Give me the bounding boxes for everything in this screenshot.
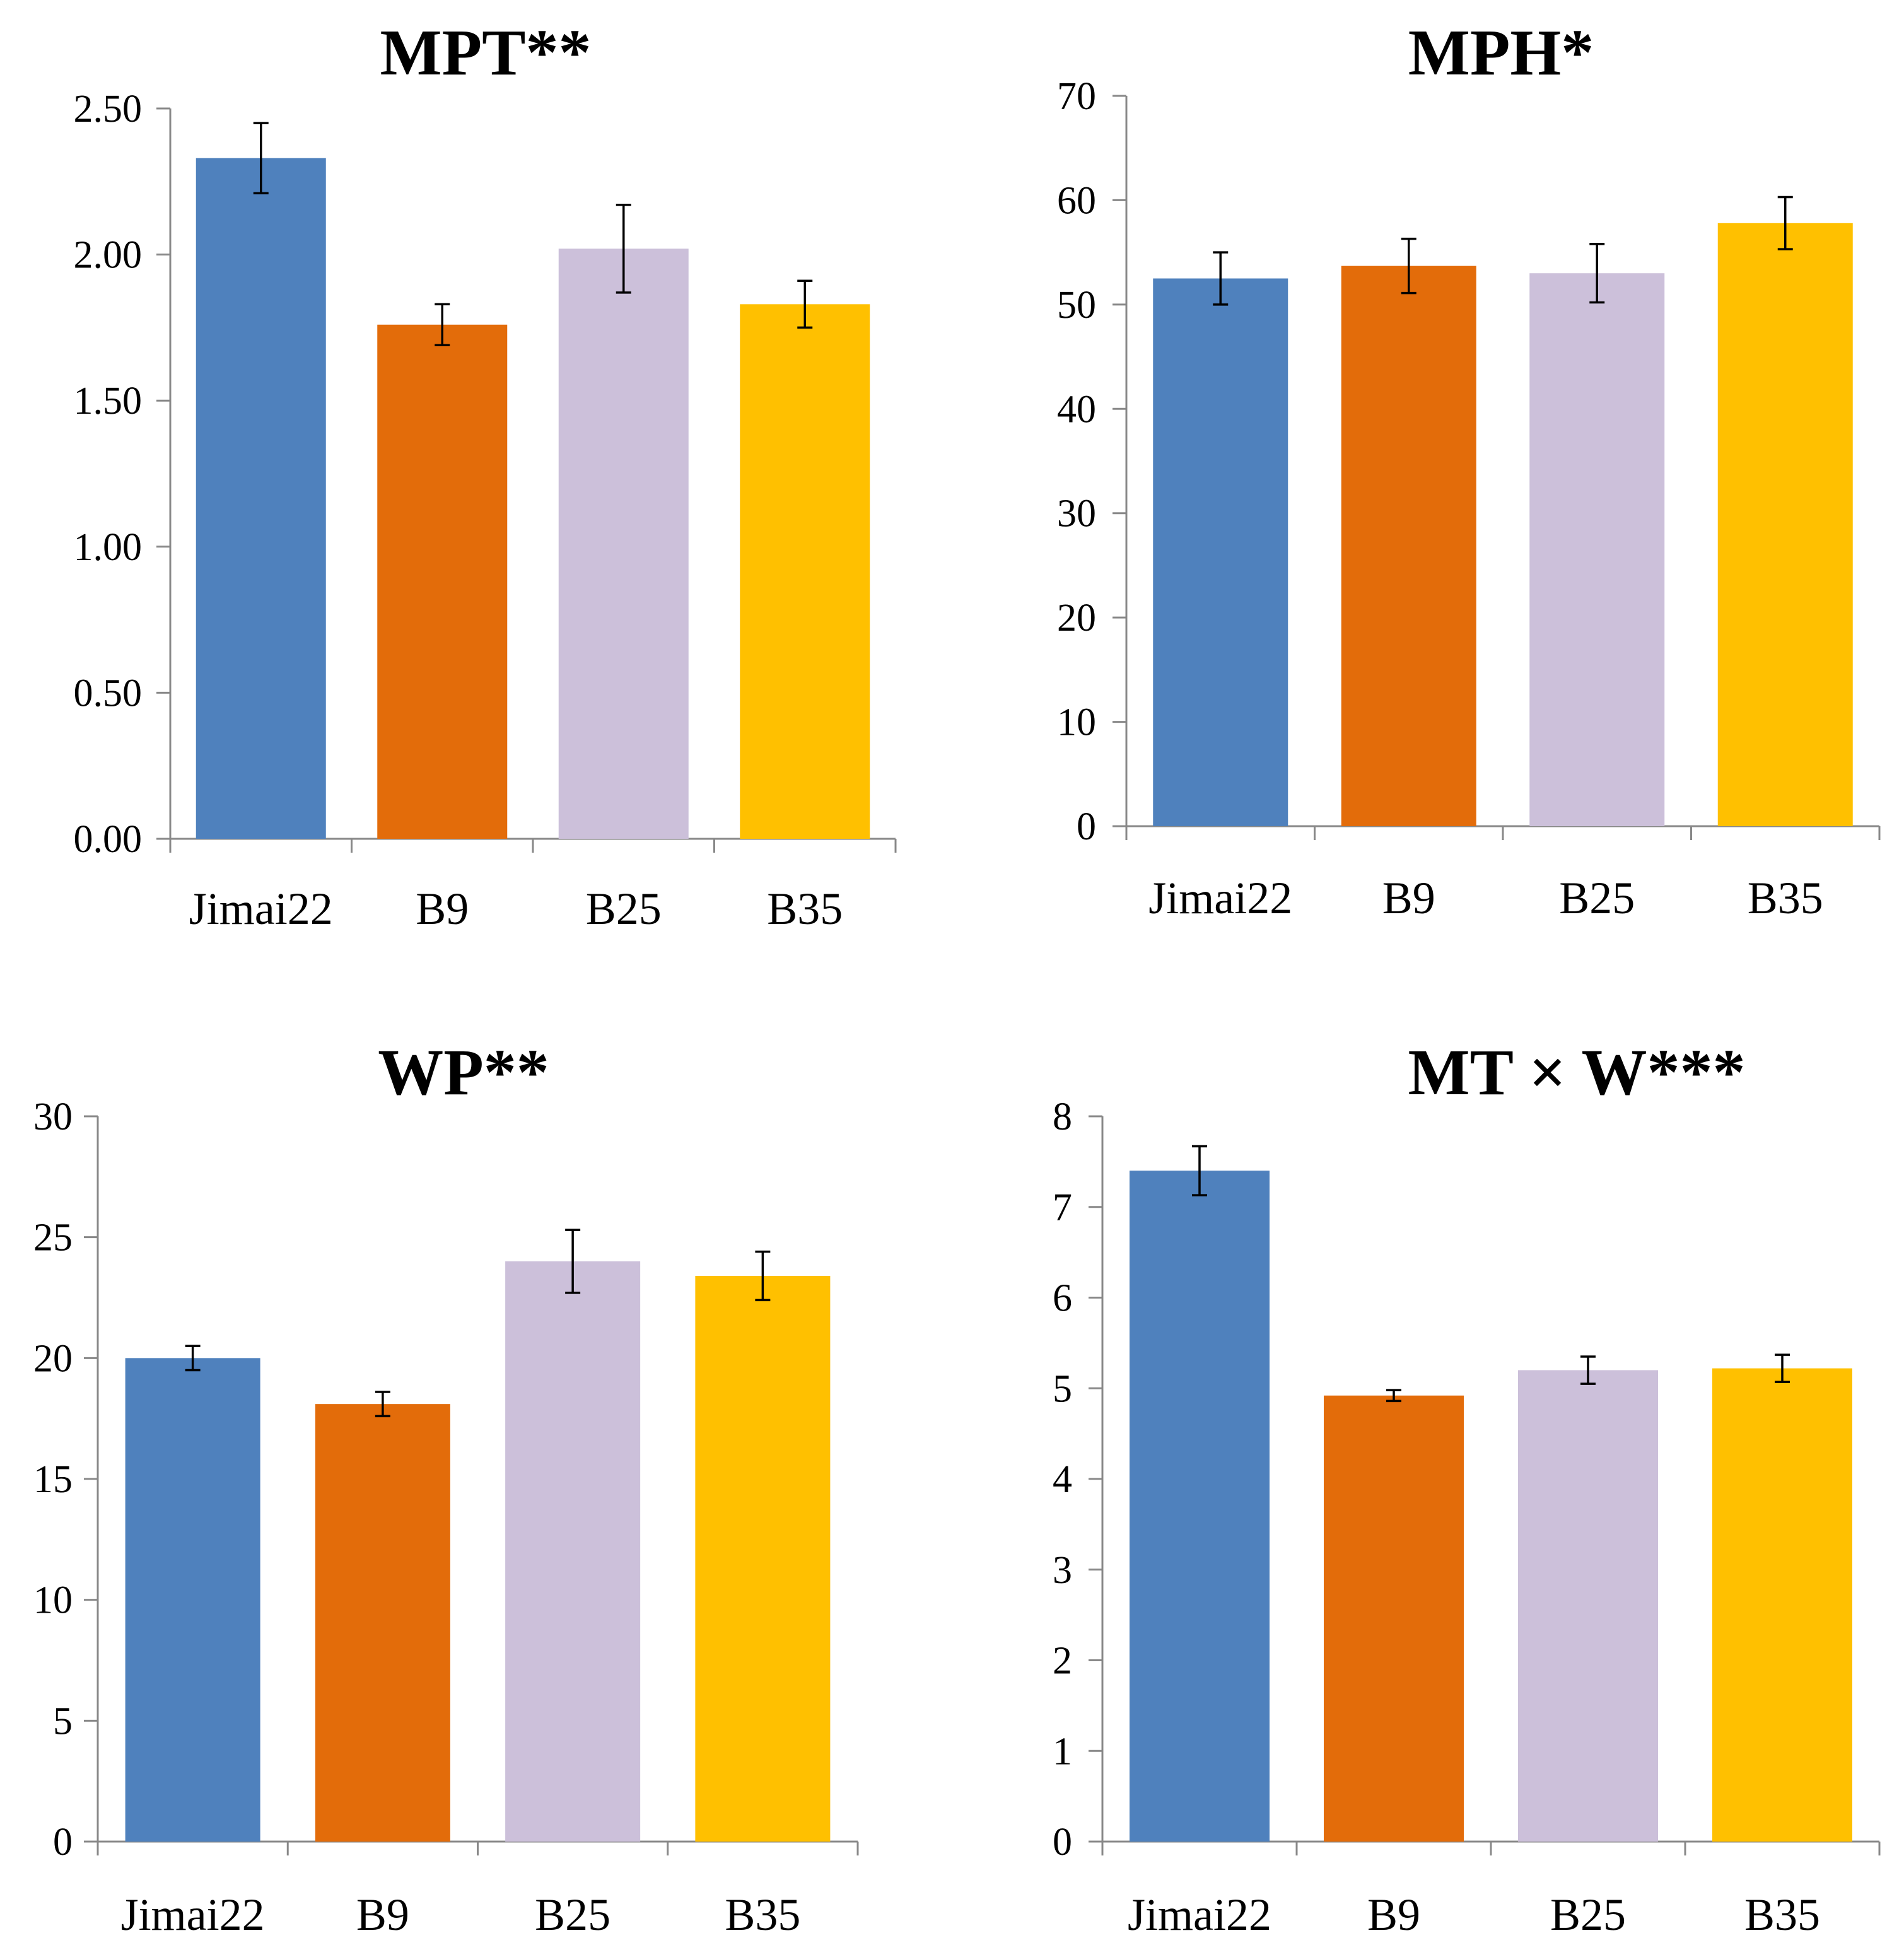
bar-jimai22 — [125, 1358, 260, 1842]
bar-b35 — [740, 304, 870, 839]
y-tick-label: 10 — [1057, 701, 1096, 744]
chart-panel-wp: WP** 0 5 10 15 20 25 30 Jimai22 B9 B25 B35 — [33, 1036, 859, 1940]
bar-b9 — [1324, 1395, 1464, 1842]
y-tick-label: 6 — [1053, 1277, 1072, 1320]
bar-b9 — [315, 1404, 450, 1842]
y-tick-label: 15 — [33, 1458, 73, 1501]
y-tick-label: 10 — [33, 1579, 73, 1622]
y-tick-label: 1 — [1053, 1730, 1072, 1773]
bar-b25 — [1518, 1370, 1658, 1842]
bar-b9 — [1341, 266, 1476, 826]
y-tick-label: 20 — [1057, 597, 1096, 640]
y-tick-label: 40 — [1057, 388, 1096, 431]
x-category-label: B35 — [725, 1890, 800, 1940]
y-tick-label: 5 — [53, 1700, 73, 1743]
x-category-label: Jimai22 — [1148, 873, 1292, 923]
y-tick-label: 30 — [33, 1095, 73, 1138]
x-category-label: B25 — [535, 1890, 610, 1940]
y-tick-label: 2.00 — [74, 234, 143, 277]
x-category-label: Jimai22 — [121, 1890, 265, 1940]
y-tick-label: 2.50 — [74, 88, 143, 131]
bar-b35 — [1717, 223, 1853, 826]
y-tick-label: 4 — [1053, 1458, 1072, 1501]
x-category-label: B25 — [1559, 873, 1635, 923]
y-tick-label: 3 — [1053, 1549, 1072, 1592]
y-tick-label: 1.50 — [74, 380, 143, 423]
chart-panel-mtxw: MT × W*** 0 1 2 3 4 5 6 7 8 Jimai22 B9 B25 B35 — [1053, 1036, 1881, 1940]
x-category-label: B9 — [416, 884, 469, 934]
y-tick-label: 70 — [1057, 75, 1096, 118]
y-tick-label: 0 — [53, 1821, 73, 1864]
chart-title-mpt: MPT** — [380, 16, 591, 89]
bar-b25 — [558, 248, 689, 839]
x-category-label: B25 — [1550, 1890, 1626, 1940]
bar-b25 — [1529, 273, 1665, 826]
chart-panel-mph: MPH* 0 10 20 30 40 50 60 70 Jimai22 B9 B25 B35 — [1057, 16, 1881, 923]
x-category-label: Jimai22 — [189, 884, 333, 934]
bar-b35 — [1712, 1368, 1852, 1842]
x-category-label: B25 — [586, 884, 662, 934]
x-category-label: B35 — [1748, 873, 1823, 923]
x-category-label: B9 — [1367, 1890, 1420, 1940]
x-category-label: B9 — [1382, 873, 1435, 923]
y-tick-label: 0.50 — [74, 672, 143, 715]
bar-jimai22 — [1153, 278, 1288, 826]
x-category-label: Jimai22 — [1128, 1890, 1271, 1940]
y-tick-label: 0.00 — [74, 818, 143, 861]
y-tick-label: 20 — [33, 1337, 73, 1380]
y-tick-label: 2 — [1053, 1640, 1072, 1683]
x-category-label: B9 — [356, 1890, 409, 1940]
y-tick-label: 50 — [1057, 284, 1096, 327]
y-tick-label: 0 — [1053, 1821, 1072, 1864]
y-tick-label: 7 — [1053, 1186, 1072, 1229]
x-category-label: B35 — [767, 884, 843, 934]
bar-b9 — [377, 324, 508, 839]
bar-b35 — [695, 1276, 831, 1842]
chart-title-wp: WP** — [378, 1036, 549, 1109]
bar-b25 — [505, 1261, 641, 1842]
chart-title-mph: MPH* — [1408, 16, 1594, 89]
bar-jimai22 — [196, 158, 326, 839]
chart-title-mtxw: MT × W*** — [1408, 1036, 1745, 1109]
y-tick-label: 0 — [1077, 805, 1096, 848]
x-category-label: B35 — [1744, 1890, 1820, 1940]
y-tick-label: 30 — [1057, 493, 1096, 535]
y-tick-label: 8 — [1053, 1095, 1072, 1138]
y-tick-label: 60 — [1057, 179, 1096, 222]
y-tick-label: 1.00 — [74, 526, 143, 569]
bar-jimai22 — [1130, 1171, 1270, 1842]
y-tick-label: 5 — [1053, 1367, 1072, 1410]
chart-panel-mpt: MPT** 0.00 0.50 1.00 1.50 2.00 2.50 Jimai22 B9 B2… — [74, 16, 897, 934]
y-tick-label: 25 — [33, 1217, 73, 1259]
